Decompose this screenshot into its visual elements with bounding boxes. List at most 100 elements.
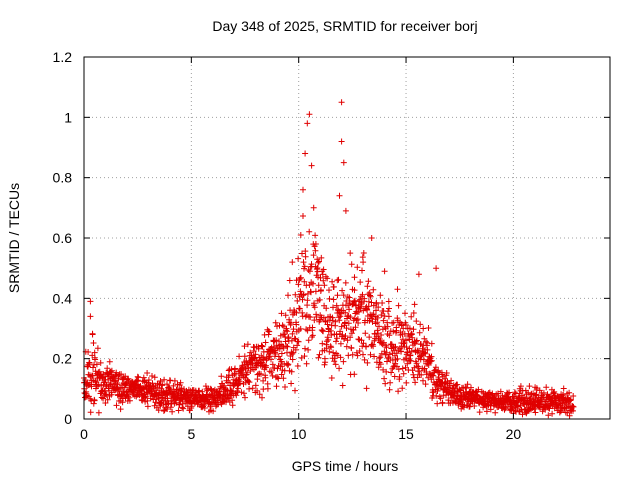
data-point [313,314,320,320]
data-point [352,324,359,331]
data-point [296,305,303,312]
data-point [375,364,382,371]
data-point [295,255,302,262]
x-tick-label: 5 [187,426,195,442]
data-point [237,380,244,387]
data-point [395,388,402,395]
data-point [392,343,399,350]
data-point [281,331,288,338]
data-point [462,384,469,391]
data-point [326,287,332,294]
data-point [318,254,325,261]
data-point [352,297,358,304]
data-point [415,347,422,354]
data-point [336,317,343,324]
data-point [252,382,259,389]
data-point [145,382,152,389]
data-point [407,352,414,359]
data-point [289,259,296,266]
data-point [343,343,350,350]
data-point [566,389,573,396]
data-point [379,300,386,306]
data-point [342,309,349,316]
data-point [278,350,285,357]
data-point [531,391,538,398]
data-point [299,250,305,257]
data-point [348,330,355,337]
data-point [126,397,133,404]
x-tick-label: 0 [80,426,88,442]
data-point [141,394,148,401]
data-point [246,385,253,392]
data-point [428,340,435,347]
data-point [415,271,422,278]
data-point [375,304,382,311]
data-point [488,394,495,401]
data-point [383,368,390,375]
data-point [297,325,304,332]
data-point [422,381,429,388]
data-point [473,388,480,395]
data-point [367,293,374,300]
data-point [324,275,331,282]
data-point [330,283,337,290]
data-point [483,408,490,415]
data-point [425,325,432,331]
data-point [242,361,248,368]
data-point [328,332,335,338]
data-point [385,298,392,305]
data-point [259,394,265,401]
data-point [551,388,558,395]
data-point [306,228,313,235]
data-point [249,385,256,392]
data-point [390,328,397,335]
data-point [351,371,358,378]
data-point [354,264,361,271]
data-point [331,358,338,365]
data-point [297,274,304,281]
data-point [434,400,441,407]
data-point [375,330,381,337]
data-point [294,363,301,369]
data-point [164,406,171,412]
data-point [510,397,517,404]
data-point [106,358,113,365]
data-point [229,402,236,409]
data-point [302,150,309,157]
data-point [88,383,95,390]
data-point [175,407,182,414]
data-point [331,355,338,362]
data-point [265,331,272,338]
data-point [570,393,577,399]
data-point [254,387,261,394]
data-point [545,412,552,419]
data-point [407,357,414,364]
data-point [170,382,177,389]
data-point [356,348,363,354]
data-point [334,335,340,342]
data-point [221,382,228,389]
x-tick-label: 15 [398,426,414,442]
data-point [144,397,151,404]
data-point [319,340,326,347]
data-point [367,351,374,358]
data-point [248,352,255,359]
data-point [290,326,297,333]
data-point [403,344,410,351]
data-point [201,397,208,404]
data-point [370,286,377,293]
data-point [319,271,326,278]
data-point [402,310,408,317]
data-point [87,409,94,416]
data-point [421,365,428,372]
data-point [272,349,279,356]
data-point [433,265,440,272]
data-point [564,394,571,401]
data-point [410,371,417,378]
data-point [108,389,115,396]
data-point [345,320,352,327]
data-point [359,291,366,298]
data-point [364,307,371,313]
data-point [517,383,524,390]
data-point [428,357,435,364]
